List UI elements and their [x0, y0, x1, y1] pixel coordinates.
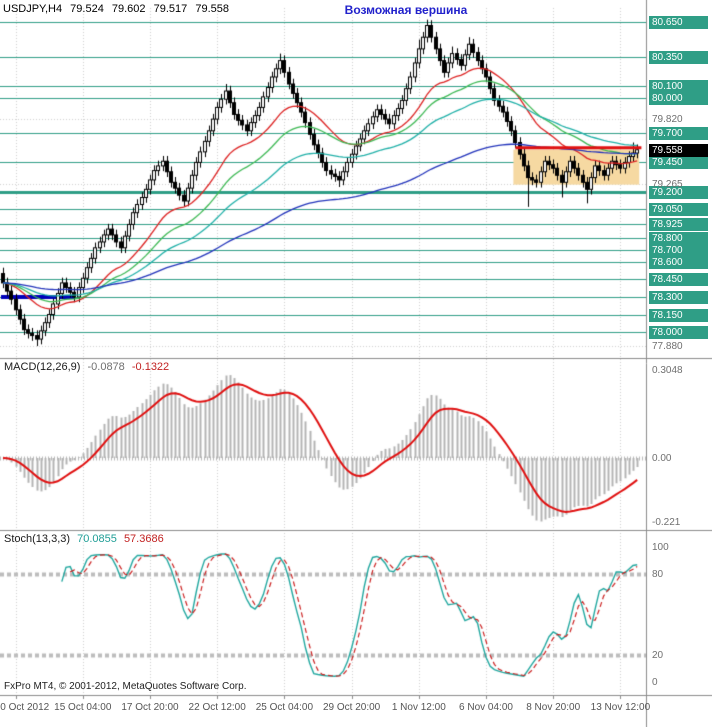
stoch-name: Stoch(13,3,3) — [4, 533, 71, 545]
quote-high: 79.602 — [111, 3, 146, 15]
annotation-possible-top[interactable]: Возможная вершина — [344, 3, 468, 17]
quote-low: 79.517 — [153, 3, 188, 15]
chart-ohlc-header: USDJPY,H4 79.524 79.602 79.517 79.558 — [3, 3, 234, 15]
macd-indicator-label: MACD(12,26,9) -0.0878 -0.1322 — [4, 361, 173, 373]
symbol-timeframe-label: USDJPY,H4 — [3, 3, 63, 15]
stoch-value-k: 70.0855 — [77, 533, 117, 545]
quote-close: 79.558 — [195, 3, 229, 15]
quote-open: 79.524 — [70, 3, 104, 15]
stoch-indicator-label: Stoch(13,3,3) 70.0855 57.3686 — [4, 533, 168, 545]
macd-name: MACD(12,26,9) — [4, 361, 81, 373]
stoch-value-d: 57.3686 — [123, 533, 164, 545]
macd-value-main: -0.0878 — [87, 361, 125, 373]
macd-value-signal: -0.1322 — [131, 361, 170, 373]
copyright-text: FxPro MT4, © 2001-2012, MetaQuotes Softw… — [4, 681, 247, 692]
